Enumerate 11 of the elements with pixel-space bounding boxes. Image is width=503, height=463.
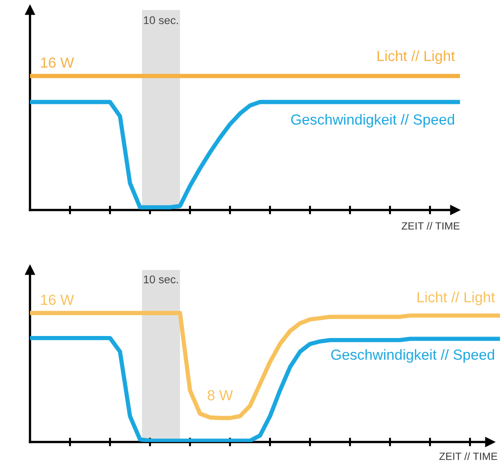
text: 16 W [41,294,74,305]
text: 10 sec. [144,275,178,284]
series-label: Licht // Light [378,50,455,64]
text: 10 sec. [144,16,178,24]
annotation: 8 W [208,390,233,400]
x-axis-title: ZEIT // TIME [439,452,498,460]
series-label: Licht // Light [418,292,495,306]
series-label: Geschwindigkeit // Speed [291,114,454,128]
series-label: Geschwindigkeit // Speed [331,349,494,363]
x-axis-title: ZEIT // TIME [402,222,460,230]
text: 16 W [41,57,74,68]
